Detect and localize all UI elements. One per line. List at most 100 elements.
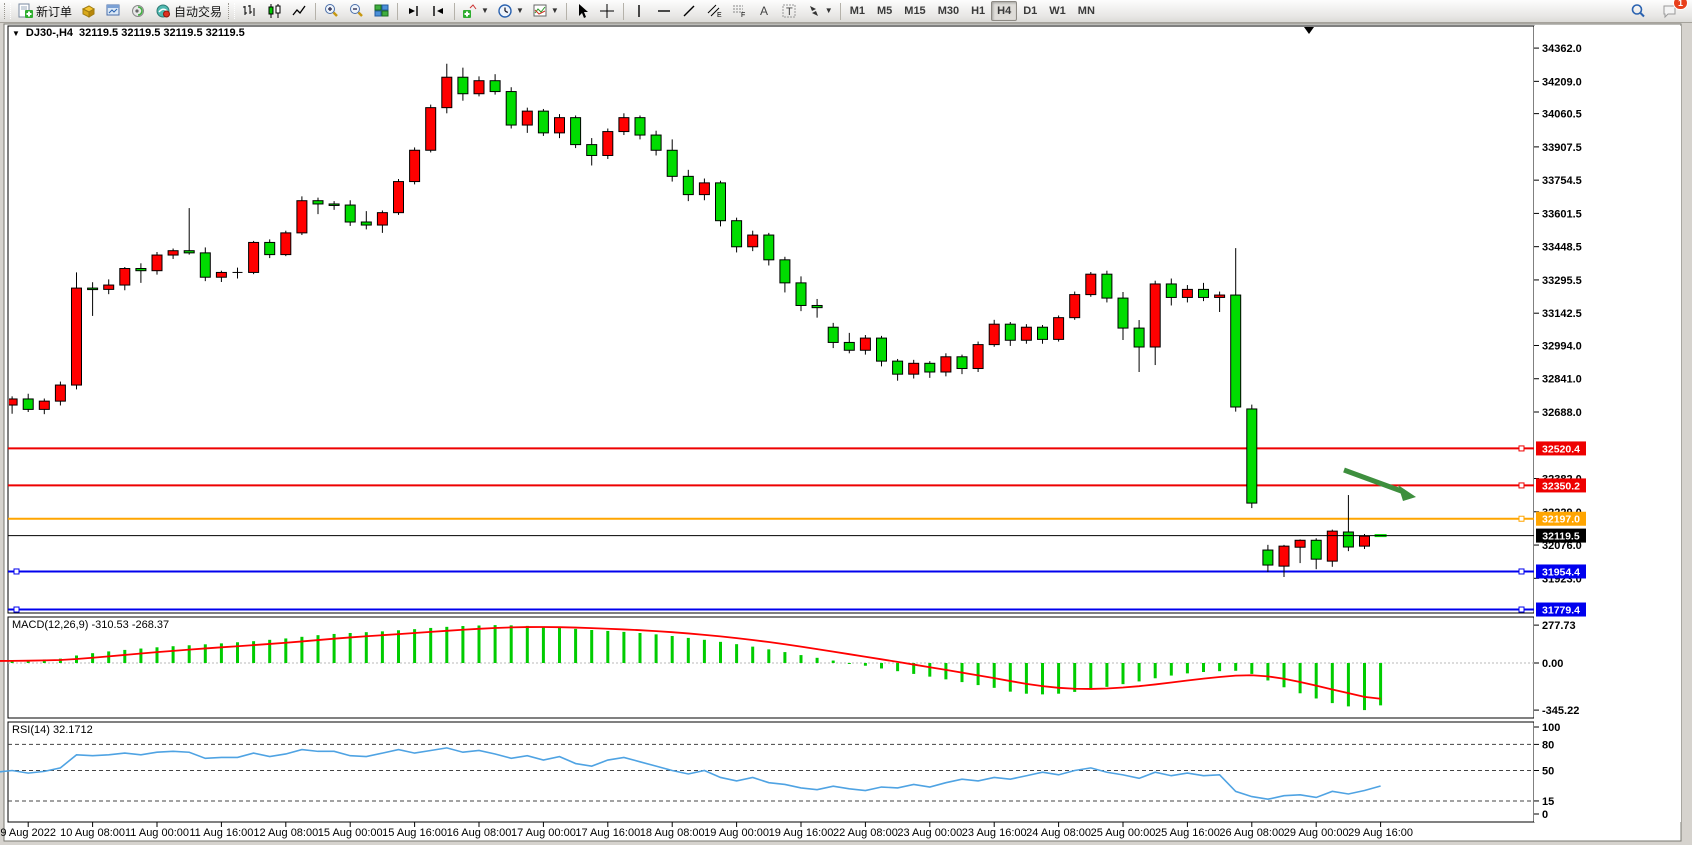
support-line-1-handle[interactable]	[13, 568, 20, 575]
trendline-button[interactable]	[677, 0, 702, 22]
candle-body	[956, 356, 968, 370]
toolbar-grip[interactable]	[228, 3, 236, 19]
annotation-arrow-head[interactable]	[1398, 485, 1416, 501]
macd-histogram-bar	[413, 629, 417, 663]
main-price-pane[interactable]	[7, 25, 1535, 614]
timeframe-m15-button[interactable]: M15	[904, 5, 926, 17]
tile-windows-icon	[373, 3, 390, 19]
chart-shift-button[interactable]	[426, 0, 451, 22]
support-line-1-handle[interactable]	[1518, 568, 1525, 575]
macd-histogram-bar	[1363, 663, 1366, 711]
chart-shift-marker-icon[interactable]	[1304, 27, 1314, 34]
pivot-line-gold-handle[interactable]	[1518, 515, 1525, 522]
resistance-line-2-handle[interactable]	[1518, 482, 1525, 489]
price-tick-label: 33754.5	[1542, 175, 1582, 187]
indicators-button[interactable]: ▼	[458, 0, 493, 22]
macd-histogram-bar	[380, 631, 384, 663]
chart-menu-triangle-icon[interactable]: ▼	[12, 28, 20, 38]
candle-body	[1053, 317, 1065, 340]
chart-title-bar: ▼ DJ30-,H4 32119.5 32119.5 32119.5 32119…	[12, 27, 245, 39]
templates-button[interactable]: ▼	[528, 0, 563, 22]
time-tick-label: 19 Aug 16:00	[769, 827, 834, 839]
chart-candles-button[interactable]	[262, 0, 287, 22]
macd-histogram-bar	[348, 632, 352, 663]
text-label-icon: T	[781, 3, 798, 19]
support-line-1-price-badge-text: 31954.4	[1542, 566, 1580, 578]
macd-pane[interactable]	[7, 616, 1535, 719]
timeframe-m5-button[interactable]: M5	[877, 5, 893, 17]
resistance-line-1-handle[interactable]	[1518, 445, 1525, 452]
macd-histogram-bar	[992, 663, 996, 688]
candle-body	[972, 344, 984, 370]
periods-button[interactable]: ▼	[493, 0, 528, 22]
horizontal-line-button[interactable]	[652, 0, 677, 22]
timeframe-h4-button[interactable]: H4	[991, 1, 1018, 21]
auto-scroll-button[interactable]	[401, 0, 426, 22]
macd-histogram-bar	[606, 630, 610, 663]
price-tick-label: 33142.5	[1542, 308, 1582, 320]
crosshair-button[interactable]	[595, 0, 620, 22]
macd-histogram-bar	[300, 636, 304, 663]
candle-body	[1230, 294, 1242, 408]
candle-body	[119, 268, 131, 286]
macd-histogram-bar	[236, 642, 239, 663]
text-button[interactable]: A	[752, 0, 777, 22]
window-right-edge	[1682, 24, 1692, 845]
support-line-2-handle[interactable]	[1518, 606, 1525, 613]
candle-body	[360, 221, 372, 226]
current-price-badge	[1536, 528, 1586, 543]
signals-button[interactable]	[126, 0, 151, 22]
chart-line-button[interactable]	[287, 0, 312, 22]
candlestick-chart-icon	[266, 3, 283, 19]
candle-body	[698, 182, 710, 196]
auto-trading-button[interactable]: 自动交易	[151, 0, 226, 22]
price-axis[interactable]	[1534, 26, 1681, 822]
macd-histogram-bar	[1024, 663, 1028, 694]
candle-body	[328, 203, 340, 206]
macd-tick-label: 0.00	[1542, 658, 1563, 670]
toolbar-grip[interactable]	[4, 3, 11, 19]
macd-histogram-bar	[332, 633, 336, 663]
timeframe-h1-button[interactable]: H1	[971, 5, 986, 17]
arrows-button[interactable]: ▼	[802, 0, 837, 22]
chart-symbol-period: DJ30-,H4	[25, 27, 73, 39]
new-order-button[interactable]: 新订单	[13, 0, 76, 22]
rsi-pane[interactable]	[7, 721, 1535, 823]
timeframe-d1-button[interactable]: D1	[1023, 5, 1038, 17]
timeframe-mn-button[interactable]: MN	[1077, 5, 1095, 17]
tile-windows-button[interactable]	[369, 0, 394, 22]
zoom-in-button[interactable]	[319, 0, 344, 22]
chat-button[interactable]: 1	[1657, 0, 1688, 22]
timeframe-m1-button[interactable]: M1	[849, 5, 865, 17]
zoom-out-button[interactable]	[344, 0, 369, 22]
annotation-arrow[interactable]	[1343, 467, 1405, 495]
candle-body	[103, 284, 115, 290]
time-tick-label: 12 Aug 08:00	[253, 827, 318, 839]
horizontal-line-icon	[656, 3, 673, 19]
macd-histogram-bar	[1266, 663, 1270, 681]
support-line-2-handle[interactable]	[13, 606, 20, 613]
pivot-line-gold-price-badge-text: 32197.0	[1542, 514, 1580, 526]
candle-body	[22, 398, 34, 410]
text-label-button[interactable]: T	[777, 0, 802, 22]
rsi-line	[0, 747, 1381, 801]
macd-histogram-bar	[928, 663, 932, 677]
candle-body	[473, 80, 485, 95]
vertical-line-button[interactable]	[627, 0, 652, 22]
support-line-1-price-badge	[1536, 564, 1586, 579]
macd-histogram-bar	[1330, 663, 1334, 704]
macd-histogram-bar	[1137, 663, 1141, 682]
fibonacci-button[interactable]: F	[727, 0, 752, 22]
data-window-button[interactable]	[101, 0, 126, 22]
timeframe-w1-button[interactable]: W1	[1049, 5, 1066, 17]
search-button[interactable]	[1626, 0, 1651, 22]
cursor-button[interactable]	[570, 0, 595, 22]
candle-body	[376, 212, 388, 226]
search-icon	[1630, 3, 1647, 19]
dropdown-caret-icon: ▼	[550, 6, 559, 15]
equidistant-channel-button[interactable]: E	[702, 0, 727, 22]
chart-bars-button[interactable]	[237, 0, 262, 22]
market-watch-button[interactable]	[76, 0, 101, 22]
timeframe-m30-button[interactable]: M30	[937, 5, 960, 17]
